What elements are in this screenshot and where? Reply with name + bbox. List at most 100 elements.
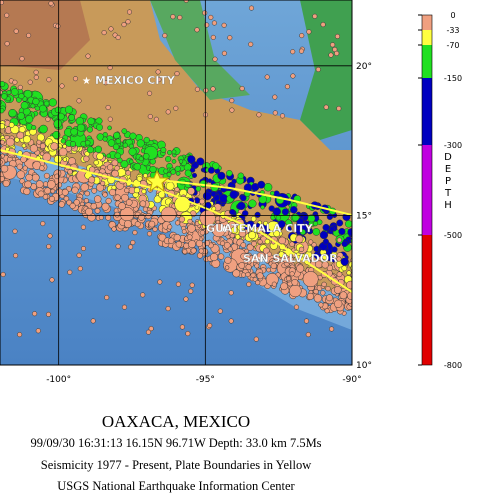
quake [300,214,304,218]
quake [100,181,105,186]
quake [280,114,285,119]
quake [222,23,227,28]
quake [69,114,75,120]
quake [61,139,66,144]
quake [197,253,203,259]
quake [190,168,195,173]
quake [115,153,121,159]
quake [108,126,112,130]
quake [347,281,355,289]
quake [333,47,338,52]
quake [237,202,245,210]
quake [89,177,95,183]
quake [48,234,53,239]
quake [292,279,298,285]
quake [68,270,73,275]
scale-segment [422,145,432,235]
quake [126,19,131,24]
quake [166,110,171,115]
quake [0,123,5,129]
quake [36,181,43,188]
quake [73,76,78,81]
quake [46,312,51,317]
quake [13,229,18,234]
quake [303,271,318,286]
quake [0,81,5,87]
quake [166,182,174,190]
quake [175,187,180,192]
quake [78,266,83,271]
quake [49,196,54,201]
quake [316,67,321,72]
quake [299,49,304,54]
quake [70,203,76,209]
quake [175,166,181,172]
quake [17,132,24,139]
scale-segment [422,30,432,45]
quake [175,221,180,226]
scale-segment [422,235,432,365]
quake [165,156,171,162]
caption-line: 99/09/30 16:31:13 16.15N 96.71W Depth: 3… [30,436,321,450]
quake [202,11,207,16]
quake [308,215,315,222]
quake [112,227,117,232]
quake [47,180,55,188]
quake [296,265,304,273]
quake [13,253,18,258]
quake [163,33,168,38]
quake [164,169,169,174]
quake [352,234,359,241]
quake [317,220,322,225]
quake [213,57,218,62]
quake [255,280,260,285]
quake [102,30,107,35]
quake [186,331,191,336]
quake [65,106,73,114]
quake [200,199,205,204]
quake [13,80,18,85]
quake [76,117,84,125]
quake [290,206,297,213]
quake [59,201,65,207]
quake [137,176,142,181]
quake [320,291,325,296]
quake [142,189,146,193]
quake [158,280,163,285]
quake [109,189,116,196]
quake [115,212,120,217]
caption-title: OAXACA, MEXICO [102,412,250,431]
quake [257,273,263,279]
quake [144,137,150,143]
quake [167,225,172,230]
quake [59,148,67,156]
quake [208,167,214,173]
quake [212,21,217,26]
quake [179,159,183,163]
quake [34,70,39,75]
caption-line: USGS National Earthquake Information Cen… [57,479,295,493]
quake [161,207,176,222]
quake [320,231,328,239]
quake [32,311,37,316]
quake [0,108,4,113]
quake [45,188,51,194]
quake [17,171,25,179]
quake [337,272,342,277]
quake [31,125,36,130]
quake [26,33,31,38]
quake [251,241,256,246]
quake [188,224,196,232]
quake [146,213,152,219]
quake [183,249,188,254]
quake [225,266,229,270]
quake [99,215,103,219]
quake [106,105,111,110]
quake [282,209,289,216]
quake [188,188,195,195]
quake [327,214,333,220]
quake [248,42,253,47]
quake [115,195,121,201]
lat-label: 20° [356,62,372,72]
quake [11,88,18,95]
